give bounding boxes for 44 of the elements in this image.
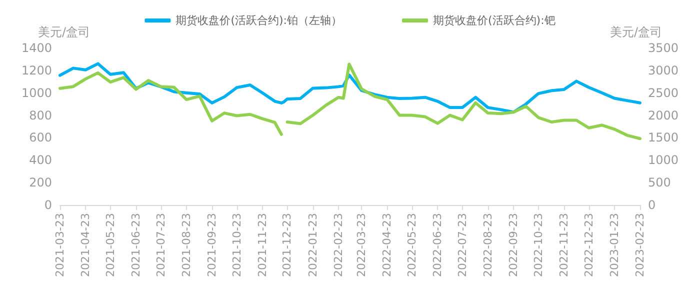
y-tick-label: 0 <box>44 198 52 212</box>
y-tick-label: 400 <box>29 153 52 168</box>
x-tick-label: 2022-04-23 <box>380 213 394 277</box>
y2-tick-label: 3000 <box>648 63 679 78</box>
x-tick-label: 2021-10-23 <box>230 213 244 277</box>
y2-tick-label: 2500 <box>648 86 679 100</box>
y2-tick-label: 3500 <box>648 41 679 55</box>
y2-tick-label: 0 <box>648 198 656 212</box>
x-tick-label: 2021-08-23 <box>180 213 193 277</box>
x-tick-label: 2022-09-23 <box>507 213 520 277</box>
y2-tick-label: 1500 <box>648 130 679 145</box>
x-tick-label: 2021-09-23 <box>206 213 219 277</box>
x-tick-label: 2021-04-23 <box>79 213 92 277</box>
y2-tick-label: 2000 <box>648 108 679 122</box>
legend-label: 期货收盘价(活跃合约):钯 <box>433 14 556 27</box>
x-tick-label: 2021-07-23 <box>154 213 168 277</box>
x-tick-label: 2021-03-23 <box>54 213 66 277</box>
x-tick-label: 2023-01-23 <box>608 213 621 277</box>
y-tick-label: 200 <box>29 176 52 190</box>
x-tick-label: 2021-06-23 <box>130 213 143 277</box>
y-tick-label: 800 <box>29 108 52 122</box>
x-tick-label: 2022-05-23 <box>405 213 418 277</box>
x-tick-label: 2022-10-23 <box>532 213 545 277</box>
x-tick-label: 2022-08-23 <box>481 213 494 277</box>
y-tick-label: 1400 <box>21 41 52 55</box>
y2-axis-title: 美元/盒司 <box>610 25 662 39</box>
x-tick-label: 2022-03-23 <box>355 213 368 277</box>
y-axis-title: 美元/盒司 <box>38 25 90 39</box>
x-tick-label: 2021-11-23 <box>256 213 269 277</box>
x-tick-label: 2021-12-23 <box>280 213 294 277</box>
x-tick-label: 2022-06-23 <box>431 213 444 277</box>
y-tick-label: 1000 <box>21 86 52 100</box>
x-tick-label: 2021-05-23 <box>104 213 117 277</box>
x-tick-label: 2022-01-23 <box>306 213 320 277</box>
y-tick-label: 600 <box>29 130 52 145</box>
legend-label: 期货收盘价(活跃合约):铂（左轴） <box>176 14 342 27</box>
y-tick-label: 1200 <box>21 63 52 78</box>
x-tick-label: 2022-07-23 <box>456 213 469 277</box>
x-tick-label: 2022-02-23 <box>332 213 345 277</box>
x-tick-label: 2022-12-23 <box>582 213 596 277</box>
x-tick-label: 2022-11-23 <box>557 213 570 277</box>
y2-tick-label: 500 <box>648 176 671 190</box>
y2-tick-label: 1000 <box>648 153 679 168</box>
x-tick-label: 2023-02-23 <box>634 213 646 277</box>
